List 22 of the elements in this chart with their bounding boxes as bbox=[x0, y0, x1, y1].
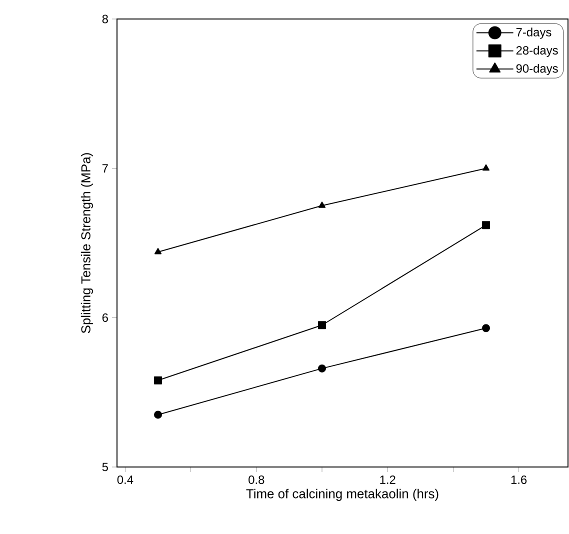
x-axis-title: Time of calcining metakaolin (hrs) bbox=[246, 488, 438, 501]
y-tick-label: 7 bbox=[102, 164, 108, 172]
point bbox=[154, 376, 162, 384]
y-axis-title: Splitting Tensile Strength (MPa) bbox=[80, 153, 93, 334]
legend-label: 28-days bbox=[516, 46, 558, 57]
x-tick-label: 0.8 bbox=[248, 476, 264, 484]
point bbox=[154, 410, 162, 419]
x-tick-label: 0.4 bbox=[117, 476, 134, 484]
y-tick-label: 5 bbox=[102, 462, 108, 472]
point bbox=[482, 324, 490, 332]
point bbox=[482, 221, 490, 230]
point bbox=[154, 248, 162, 254]
legend-label: 90-days bbox=[516, 64, 558, 76]
legend-label: 7-days bbox=[516, 28, 552, 39]
y-tick-label: 8 bbox=[102, 14, 108, 24]
x-tick-label: 1.2 bbox=[380, 476, 396, 484]
point bbox=[482, 164, 490, 171]
point bbox=[318, 321, 326, 330]
point bbox=[318, 202, 326, 208]
point bbox=[318, 364, 326, 372]
x-tick-label: 1.6 bbox=[511, 476, 527, 484]
y-tick-label: 6 bbox=[102, 313, 108, 322]
